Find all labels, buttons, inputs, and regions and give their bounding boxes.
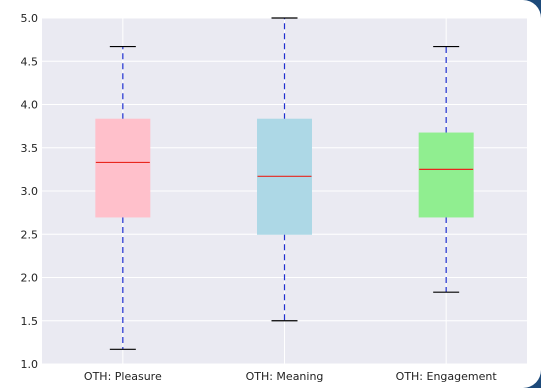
- x-tick-label: OTH: Engagement: [396, 370, 498, 383]
- y-tick-label: 5.0: [21, 12, 39, 25]
- boxes: [95, 17, 474, 350]
- box-group: [418, 45, 474, 293]
- y-tick-label: 2.5: [21, 228, 39, 241]
- x-tick-labels: OTH: Pleasure OTH: Meaning OTH: Engagement: [84, 370, 497, 383]
- y-tick-label: 2.0: [21, 272, 39, 285]
- box: [95, 118, 151, 218]
- y-tick-label: 3.5: [21, 142, 39, 155]
- y-tick-label: 1.5: [21, 315, 39, 328]
- box-group: [95, 45, 151, 350]
- x-tick-label: OTH: Meaning: [246, 370, 324, 383]
- box: [418, 132, 474, 218]
- y-tick-label: 3.0: [21, 185, 39, 198]
- box-group: [257, 17, 312, 322]
- x-tick-label: OTH: Pleasure: [84, 370, 162, 383]
- y-tick-label: 4.5: [21, 55, 39, 68]
- y-tick-label: 1.0: [21, 358, 39, 371]
- y-tick-labels: 1.0 1.5 2.0 2.5 3.0 3.5 4.0 4.5 5.0: [21, 12, 39, 371]
- y-tick-label: 4.0: [21, 99, 39, 112]
